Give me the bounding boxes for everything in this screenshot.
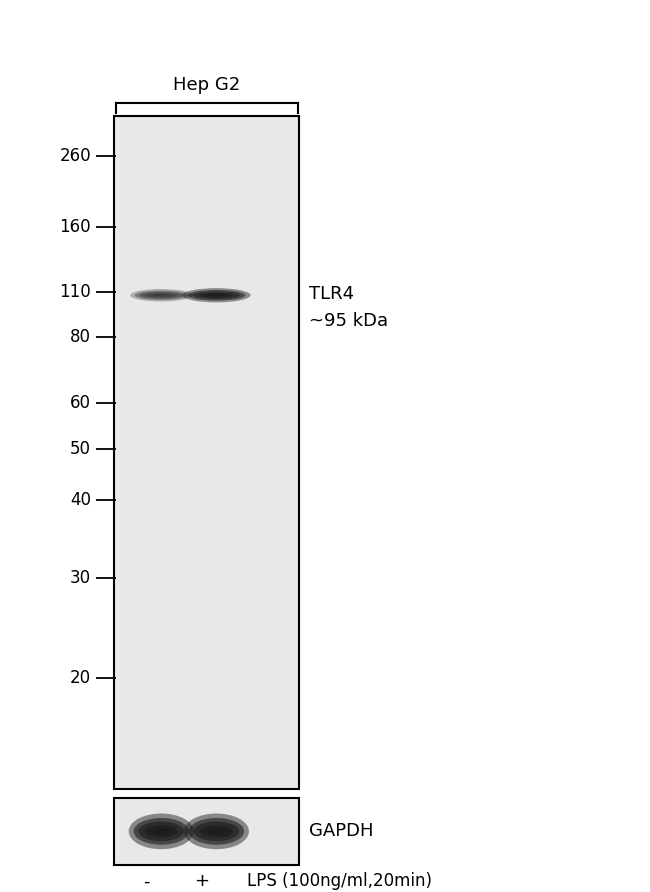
Ellipse shape (192, 292, 240, 299)
Ellipse shape (130, 289, 192, 301)
Bar (114, 798, 299, 865)
Ellipse shape (184, 814, 249, 849)
Text: 20: 20 (70, 669, 91, 687)
Text: TLR4: TLR4 (309, 285, 354, 303)
Ellipse shape (200, 293, 233, 298)
Ellipse shape (194, 822, 239, 841)
Text: 50: 50 (70, 440, 91, 458)
Text: Hep G2: Hep G2 (173, 76, 240, 94)
Text: 40: 40 (70, 491, 91, 508)
Text: 60: 60 (70, 394, 91, 412)
Ellipse shape (206, 294, 227, 296)
Text: 260: 260 (59, 147, 91, 165)
Ellipse shape (135, 291, 187, 300)
Ellipse shape (134, 818, 189, 845)
Ellipse shape (189, 818, 244, 845)
Text: 160: 160 (59, 219, 91, 236)
Text: 80: 80 (70, 328, 91, 346)
Text: 30: 30 (70, 569, 91, 587)
Ellipse shape (207, 828, 226, 835)
Ellipse shape (145, 825, 177, 838)
Text: LPS (100ng/ml,20min): LPS (100ng/ml,20min) (247, 872, 432, 890)
Text: +: + (194, 872, 209, 890)
Ellipse shape (151, 828, 171, 835)
Ellipse shape (200, 825, 233, 838)
Text: GAPDH: GAPDH (309, 822, 373, 840)
Ellipse shape (187, 290, 246, 301)
Ellipse shape (146, 293, 177, 297)
Ellipse shape (140, 292, 183, 299)
Text: ~95 kDa: ~95 kDa (309, 312, 388, 330)
Ellipse shape (129, 814, 194, 849)
Ellipse shape (182, 288, 251, 302)
Bar (114, 116, 299, 789)
Text: 110: 110 (59, 283, 91, 301)
Ellipse shape (152, 294, 170, 296)
Ellipse shape (138, 822, 184, 841)
Text: -: - (143, 872, 150, 890)
